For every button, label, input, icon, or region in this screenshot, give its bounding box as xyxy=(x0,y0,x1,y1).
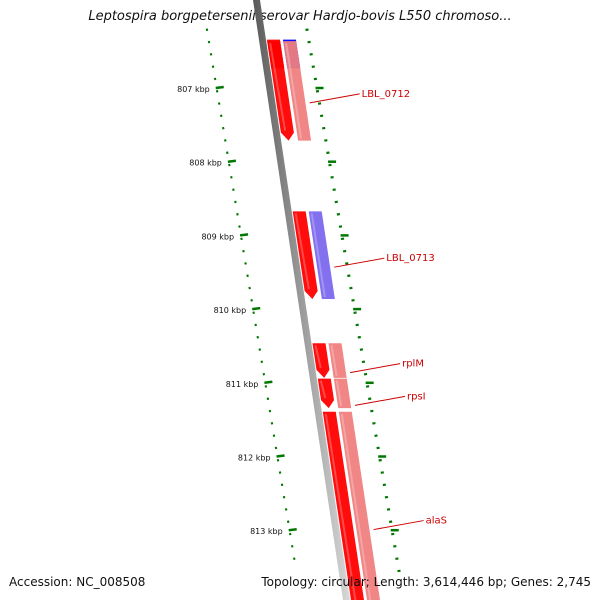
gene-bar xyxy=(338,411,380,600)
cds-arrow xyxy=(322,411,364,600)
cds-arrow xyxy=(292,211,318,300)
gene-label-alaS: alaS xyxy=(373,516,447,531)
tick-label: 811 kbp xyxy=(226,380,259,389)
tick-ring xyxy=(205,28,296,560)
svg-text:rpsI: rpsI xyxy=(407,391,426,402)
major-tick: 813 kbp xyxy=(250,527,399,536)
tick-label: 810 kbp xyxy=(214,306,247,315)
tick-label: 807 kbp xyxy=(177,85,210,94)
gene-bar xyxy=(328,343,347,378)
major-tick: 809 kbp xyxy=(201,232,349,241)
svg-text:LBL_0712: LBL_0712 xyxy=(362,89,410,100)
cds-arrow xyxy=(312,343,330,378)
gene-bar xyxy=(333,378,352,409)
tick-label: 813 kbp xyxy=(250,527,283,536)
svg-text:LBL_0713: LBL_0713 xyxy=(386,253,434,264)
major-tick: 808 kbp xyxy=(189,159,337,168)
major-tick: 810 kbp xyxy=(214,306,362,315)
gene-label-LBL_0713: LBL_0713 xyxy=(334,253,435,268)
major-tick: 811 kbp xyxy=(226,380,374,389)
gene-bar xyxy=(283,41,312,141)
svg-text:alaS: alaS xyxy=(426,516,447,527)
major-tick: 812 kbp xyxy=(238,454,387,463)
tick-label: 809 kbp xyxy=(201,232,234,241)
gene-label-rplM: rplM xyxy=(349,359,424,374)
gene-label-LBL_0712: LBL_0712 xyxy=(309,89,410,104)
svg-text:rplM: rplM xyxy=(402,359,424,370)
genome-summary-text: Topology: circular; Length: 3,614,446 bp… xyxy=(261,575,591,589)
gene-bar-reverse xyxy=(308,211,335,300)
accession-text: Accession: NC_008508 xyxy=(9,575,146,589)
major-tick: 807 kbp xyxy=(177,85,324,94)
cds-arrow xyxy=(317,378,335,409)
cds-arrow xyxy=(267,41,294,141)
outer-tick-ring xyxy=(305,28,401,573)
chromosome-backbone xyxy=(253,0,350,600)
tick-label: 812 kbp xyxy=(238,454,271,463)
gene-label-rpsI: rpsI xyxy=(354,391,426,406)
map-title: Leptospira borgpetersenii serovar Hardjo… xyxy=(88,9,512,24)
tick-label: 808 kbp xyxy=(189,159,222,168)
